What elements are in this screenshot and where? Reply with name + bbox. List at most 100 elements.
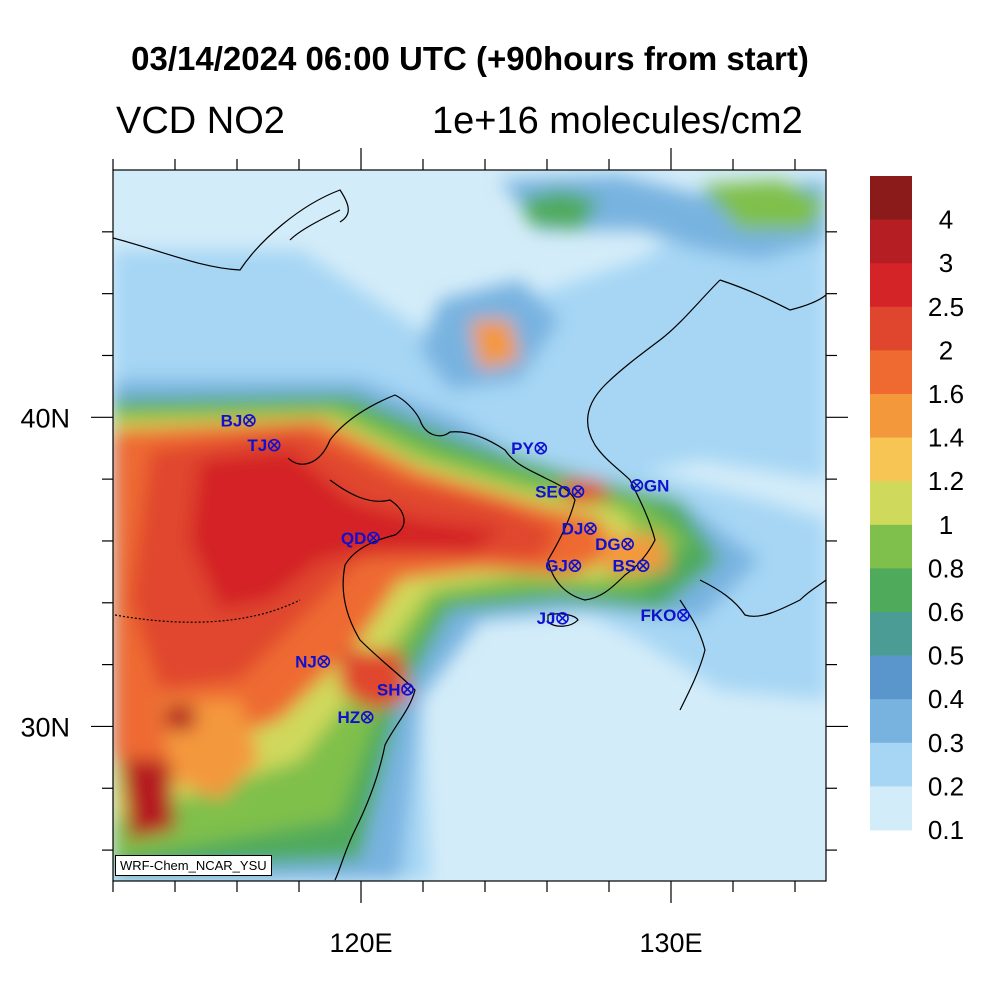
y-tick-label: 40N <box>20 403 70 433</box>
city-symbol-icon <box>584 522 597 535</box>
region-3.0-hubei <box>165 705 195 730</box>
colorbar-swatch <box>870 219 912 264</box>
city-cross-icon <box>623 539 633 549</box>
city-marker-bj: BJ <box>221 411 256 430</box>
city-label: GN <box>644 476 670 495</box>
city-symbol-icon <box>317 655 331 668</box>
coastline-japan-kyushu <box>699 579 826 617</box>
city-marker-fko: FKO <box>641 606 690 625</box>
colorbar-swatch <box>870 176 912 221</box>
colorbar-label: 2 <box>939 335 953 365</box>
city-symbol-icon <box>568 559 582 572</box>
x-tick-label: 120E <box>329 928 392 958</box>
colorbar-label: 0.8 <box>928 553 964 583</box>
colorbar-label: 0.1 <box>928 815 964 845</box>
city-cross-icon <box>536 443 546 453</box>
city-marker-hz: HZ <box>338 708 374 727</box>
city-label: BS <box>612 557 636 576</box>
city-marker-py: PY <box>511 439 548 458</box>
colorbar-label: 0.2 <box>928 771 964 801</box>
region-3.0-south <box>120 760 175 840</box>
city-marker-jj: JJ <box>537 609 569 628</box>
colorbar-label: 0.5 <box>928 641 964 671</box>
colorbar-swatch <box>870 481 912 526</box>
colorbar-label: 4 <box>939 205 953 235</box>
colorbar-swatch <box>870 350 912 395</box>
region-2.0-shanghai <box>340 650 410 710</box>
city-cross-icon <box>403 684 412 694</box>
border-segment-north <box>289 209 341 241</box>
city-cross-icon <box>638 561 648 571</box>
axis-tick-labels: 120E 130E 40N 30N <box>20 403 702 958</box>
city-marker-bs: BS <box>612 557 650 576</box>
colorbar-swatch <box>870 263 912 308</box>
city-symbol-icon <box>534 441 548 455</box>
colorbar-label: 0.6 <box>928 597 964 627</box>
coastline-china-east <box>329 479 416 881</box>
city-marker-seo: SEO <box>535 482 585 501</box>
colorbar-label: 1.4 <box>928 423 964 453</box>
units-label: 1e+16 molecules/cm2 <box>432 100 803 142</box>
colorbar-swatch <box>870 306 912 351</box>
colorbar-swatch <box>870 612 912 657</box>
colorbar-swatch <box>870 524 912 569</box>
colorbar-label: 2.5 <box>928 292 964 322</box>
city-label: QD <box>341 529 367 548</box>
city-cross-icon <box>632 480 642 490</box>
city-cross-icon <box>573 487 583 496</box>
x-tick-label: 130E <box>639 928 702 958</box>
city-label: NJ <box>295 653 317 672</box>
region-2.0-seoul <box>560 480 610 505</box>
city-label: HZ <box>338 708 361 727</box>
city-symbol-icon <box>243 414 256 427</box>
city-marker-dj: DJ <box>562 520 597 539</box>
city-marker-gj: GJ <box>545 557 582 576</box>
city-label: SH <box>377 680 401 699</box>
coastline-russia <box>719 279 826 311</box>
city-cross-icon <box>585 524 595 534</box>
y-tick-label: 30N <box>20 712 70 742</box>
city-cross-icon <box>319 657 329 666</box>
city-symbol-icon <box>360 710 374 724</box>
city-symbol-icon <box>556 611 569 625</box>
colorbar-swatch <box>870 394 912 439</box>
city-marker-nj: NJ <box>295 653 331 672</box>
variable-label: VCD NO2 <box>116 100 285 142</box>
region-0.6-north <box>520 190 600 230</box>
city-cross-icon <box>570 561 580 571</box>
colorbar-swatch <box>870 742 912 787</box>
city-marker-dg: DG <box>595 535 634 554</box>
city-cross-icon <box>368 533 378 543</box>
plot-frame <box>112 169 827 882</box>
city-marker-sh: SH <box>377 680 414 699</box>
coastline-mongolia-border <box>113 189 349 271</box>
city-symbol-icon <box>367 531 380 545</box>
colorbar-label: 0.3 <box>928 728 964 758</box>
colorbar-label: 1 <box>939 510 953 540</box>
axis-ticks <box>91 148 848 903</box>
city-symbol-icon <box>630 479 644 492</box>
city-label: BJ <box>221 411 243 430</box>
city-cross-icon <box>362 712 372 722</box>
city-cross-icon <box>558 613 567 623</box>
colorbar-swatch <box>870 786 912 831</box>
colorbar-label: 3 <box>939 248 953 278</box>
concentration-field <box>113 170 826 881</box>
city-cross-icon <box>678 610 688 620</box>
colorbar-label: 0.4 <box>928 684 964 714</box>
colorbar-swatch <box>870 437 912 482</box>
city-symbol-icon <box>401 683 414 696</box>
city-symbol-icon <box>571 485 585 498</box>
city-label: DG <box>595 535 621 554</box>
city-label: SEO <box>535 482 571 501</box>
region-0.8-northeast <box>700 180 826 230</box>
colorbar-swatch <box>870 655 912 700</box>
city-label: TJ <box>247 436 267 455</box>
city-label: JJ <box>537 609 556 628</box>
coastline-yellow-sea-north <box>287 279 721 601</box>
city-cross-icon <box>244 415 254 425</box>
city-symbol-icon <box>677 608 690 622</box>
colorbar-swatch <box>870 699 912 744</box>
